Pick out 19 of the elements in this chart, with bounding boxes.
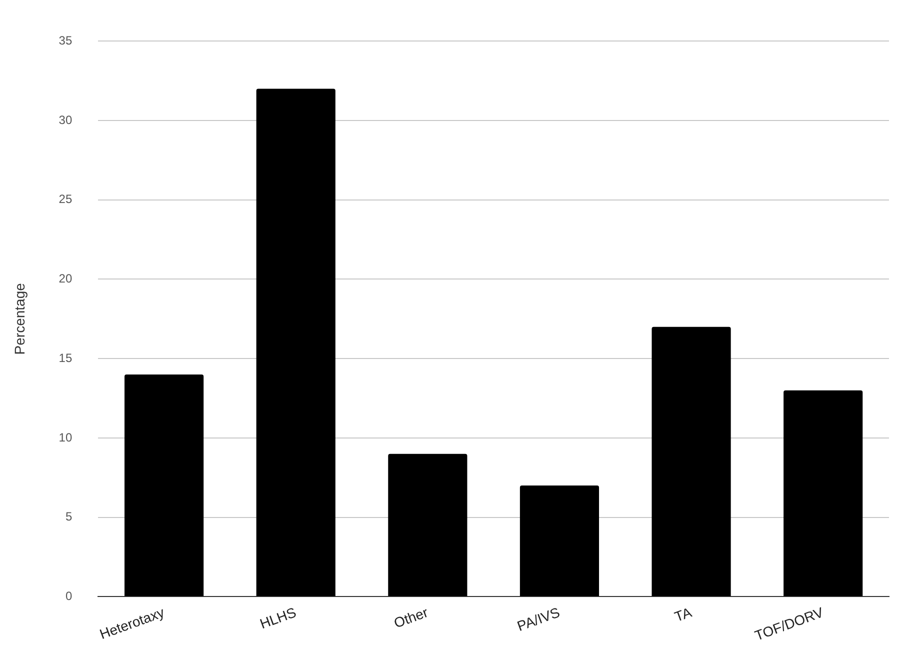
x-tick-label: TA	[672, 604, 694, 625]
x-tick-label: PA/IVS	[514, 604, 562, 634]
x-tick-label: Other	[392, 604, 430, 631]
y-tick-label: 5	[65, 510, 72, 524]
y-tick-label: 30	[58, 112, 72, 127]
y-tick-label: 25	[58, 192, 72, 206]
y-tick-label: 0	[65, 588, 72, 603]
y-tick-label: 10	[58, 430, 72, 444]
y-tick-label: 35	[58, 34, 72, 48]
bar	[784, 390, 863, 596]
y-axis-title: Percentage	[11, 282, 28, 355]
y-tick-label: 15	[58, 350, 72, 365]
y-tick-label: 20	[58, 272, 72, 286]
bar	[124, 374, 204, 596]
bar	[520, 486, 600, 596]
bar	[388, 454, 468, 596]
x-tick-label: HLHS	[258, 604, 298, 632]
bar	[652, 326, 731, 596]
bar	[256, 88, 336, 596]
